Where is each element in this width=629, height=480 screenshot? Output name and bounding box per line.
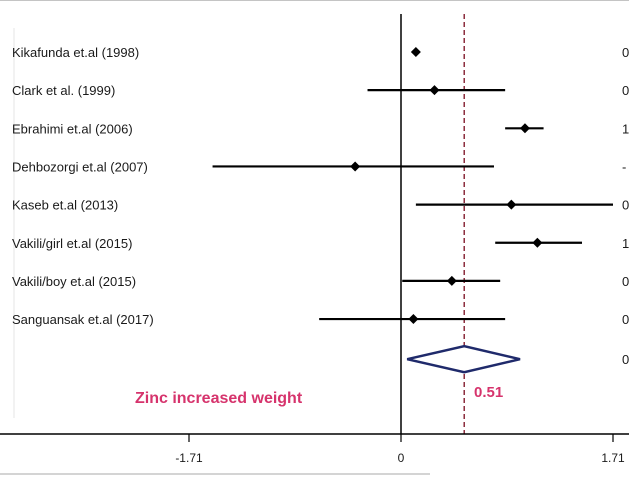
point-estimate-marker [519, 123, 530, 134]
study-labels: Kikafunda et.al (1998) Clark et al. (1999… [12, 45, 154, 327]
point-estimate-marker [408, 314, 419, 325]
right-column-value: 1 [622, 121, 629, 136]
point-estimate-marker [410, 47, 421, 57]
pooled-value-annotation: 0.51 [474, 384, 503, 401]
x-tick-label: 1.71 [601, 451, 625, 465]
confidence-intervals [212, 50, 613, 321]
x-tick-label: 0 [398, 451, 405, 465]
right-column-value: 0 [622, 352, 629, 367]
right-column-values: 0 0 1 - 0 1 0 0 0 [622, 45, 629, 367]
study-label: Kikafunda et.al (1998) [12, 45, 139, 60]
right-column-value: 0 [622, 274, 629, 289]
right-column-value: 0 [622, 45, 629, 60]
study-label: Sanguansak et.al (2017) [12, 312, 154, 327]
study-label: Kaseb et.al (2013) [12, 198, 118, 213]
study-label: Ebrahimi et.al (2006) [12, 121, 133, 136]
right-column-value: 0 [622, 198, 629, 213]
study-label: Vakili/boy et.al (2015) [12, 274, 136, 289]
x-axis-ticks: -1.71 0 1.71 [175, 434, 625, 465]
study-label: Vakili/girl et.al (2015) [12, 236, 132, 251]
point-estimate-marker [446, 275, 457, 286]
right-column-value: - [622, 159, 626, 174]
pooled-estimate-diamond [406, 344, 521, 374]
right-column-value: 0 [622, 312, 629, 327]
right-column-value: 1 [622, 236, 629, 251]
x-tick-label: -1.71 [175, 451, 203, 465]
direction-annotation: Zinc increased weight [135, 390, 303, 407]
point-estimate-marker [506, 199, 517, 210]
point-estimates [350, 47, 543, 325]
study-label: Clark et al. (1999) [12, 83, 115, 98]
point-estimate-marker [350, 161, 361, 172]
right-column-value: 0 [622, 83, 629, 98]
point-estimate-marker [429, 85, 440, 96]
point-estimate-marker [532, 237, 543, 248]
study-label: Dehbozorgi et.al (2007) [12, 159, 148, 174]
